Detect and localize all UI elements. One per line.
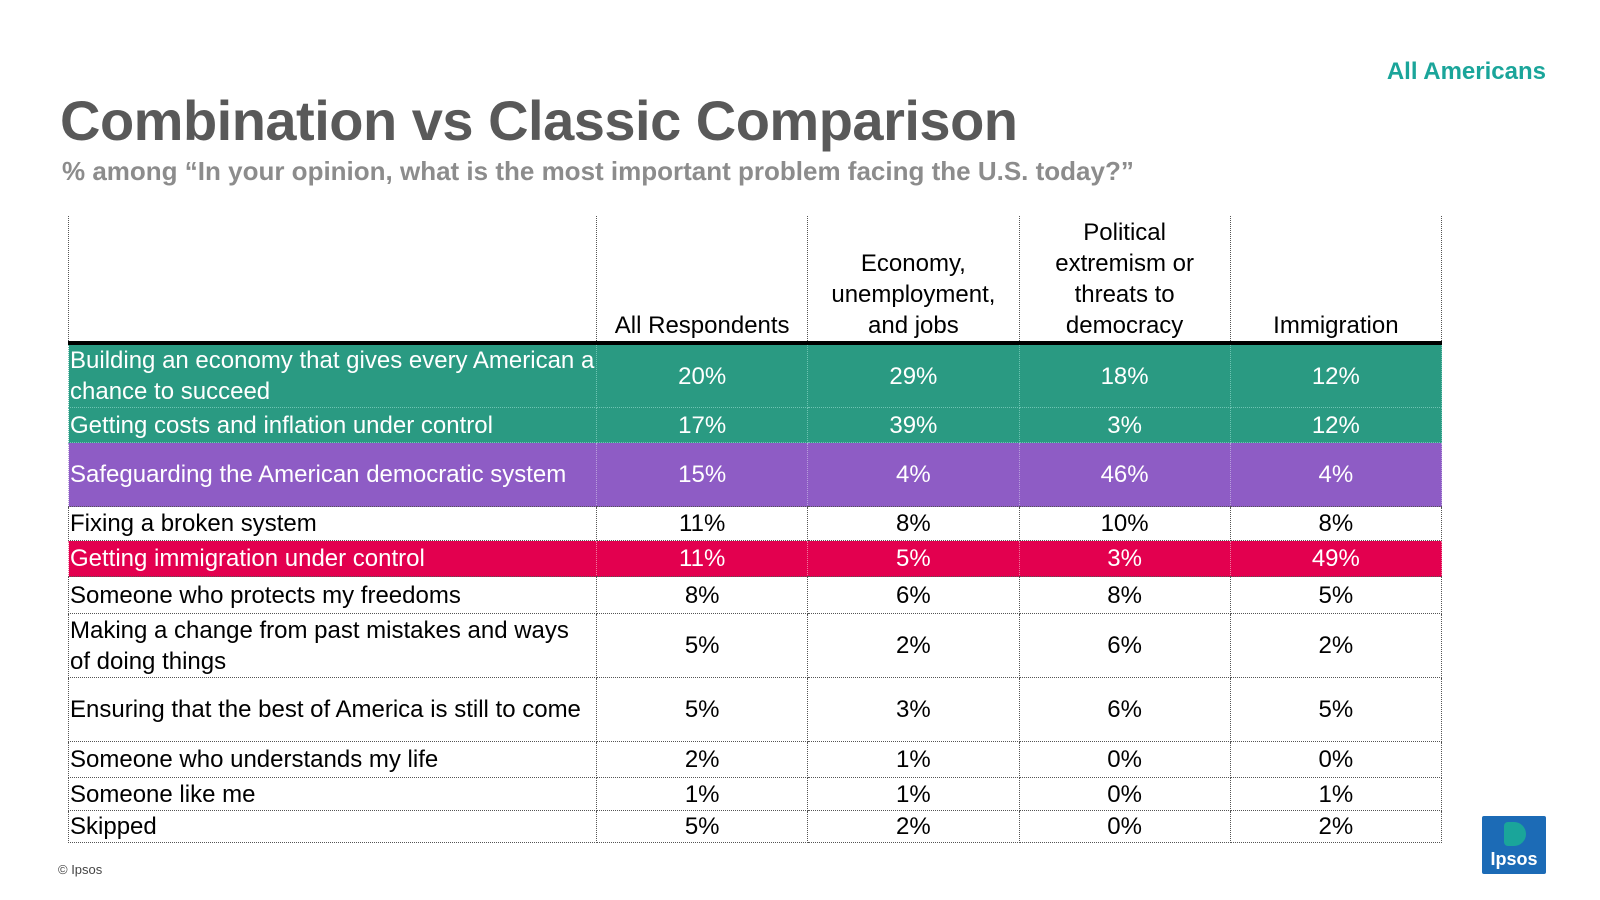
- table-row: Skipped 5% 2% 0% 2%: [67, 810, 1443, 843]
- cell-value: 12%: [1229, 407, 1443, 443]
- cell-value: 2%: [807, 810, 1020, 843]
- cell-value: 8%: [1018, 576, 1231, 614]
- comparison-table: All Respondents Economy, unemployment, a…: [67, 216, 1443, 843]
- logo-mark-icon: [1504, 822, 1526, 846]
- cell-value: 39%: [807, 407, 1020, 443]
- table-row: Someone like me 1% 1% 0% 1%: [67, 777, 1443, 811]
- row-label: Safeguarding the American democratic sys…: [67, 442, 598, 507]
- cell-value: 8%: [807, 506, 1020, 541]
- row-label: Building an economy that gives every Ame…: [67, 343, 598, 408]
- cell-value: 3%: [1018, 540, 1231, 577]
- table-row: Fixing a broken system 11% 8% 10% 8%: [67, 506, 1443, 541]
- column-header-immigration: Immigration: [1229, 216, 1443, 345]
- row-label: Skipped: [67, 810, 598, 843]
- cell-value: 0%: [1018, 777, 1231, 811]
- page-subtitle: % among “In your opinion, what is the mo…: [62, 156, 1134, 186]
- row-label: Ensuring that the best of America is sti…: [67, 677, 598, 742]
- column-header-economy: Economy, unemployment, and jobs: [807, 216, 1020, 345]
- cell-value: 5%: [596, 810, 809, 843]
- column-header-all-respondents: All Respondents: [596, 216, 809, 345]
- row-label: Fixing a broken system: [67, 506, 598, 541]
- cell-value: 2%: [1229, 810, 1443, 843]
- cell-value: 4%: [807, 442, 1020, 507]
- cell-value: 4%: [1229, 442, 1443, 507]
- cell-value: 5%: [596, 677, 809, 742]
- cell-value: 10%: [1018, 506, 1231, 541]
- cell-value: 5%: [807, 540, 1020, 577]
- logo-text: Ipsos: [1490, 849, 1538, 869]
- cell-value: 49%: [1229, 540, 1443, 577]
- cell-value: 11%: [596, 506, 809, 541]
- row-label: Making a change from past mistakes and w…: [67, 613, 598, 678]
- row-label: Someone who protects my freedoms: [67, 576, 598, 614]
- cell-value: 0%: [1018, 810, 1231, 843]
- row-label: Someone like me: [67, 777, 598, 811]
- cell-value: 12%: [1229, 343, 1443, 408]
- column-header-label: [67, 216, 598, 345]
- cell-value: 3%: [807, 677, 1020, 742]
- cell-value: 2%: [596, 741, 809, 778]
- cell-value: 6%: [807, 576, 1020, 614]
- audience-label: All Americans: [1386, 58, 1546, 85]
- table-row: Someone who understands my life 2% 1% 0%…: [67, 741, 1443, 778]
- cell-value: 8%: [596, 576, 809, 614]
- row-label: Getting costs and inflation under contro…: [67, 407, 598, 443]
- cell-value: 20%: [596, 343, 809, 408]
- cell-value: 5%: [1229, 576, 1443, 614]
- cell-value: 5%: [596, 613, 809, 678]
- cell-value: 2%: [1229, 613, 1443, 678]
- page-title: Combination vs Classic Comparison: [60, 89, 1018, 152]
- table-row: Getting immigration under control 11% 5%…: [67, 540, 1443, 577]
- copyright-notice: © Ipsos: [58, 862, 103, 877]
- cell-value: 0%: [1229, 741, 1443, 778]
- table-row: Ensuring that the best of America is sti…: [67, 677, 1443, 742]
- column-header-political-extremism: Political extremism or threats to democr…: [1018, 216, 1231, 345]
- table-row: Getting costs and inflation under contro…: [67, 407, 1443, 443]
- table-row: Making a change from past mistakes and w…: [67, 613, 1443, 678]
- cell-value: 15%: [596, 442, 809, 507]
- cell-value: 2%: [807, 613, 1020, 678]
- ipsos-logo: Ipsos: [1482, 816, 1546, 874]
- cell-value: 17%: [596, 407, 809, 443]
- cell-value: 8%: [1229, 506, 1443, 541]
- cell-value: 1%: [1229, 777, 1443, 811]
- cell-value: 3%: [1018, 407, 1231, 443]
- cell-value: 29%: [807, 343, 1020, 408]
- cell-value: 11%: [596, 540, 809, 577]
- cell-value: 18%: [1018, 343, 1231, 408]
- cell-value: 0%: [1018, 741, 1231, 778]
- table-row: Safeguarding the American democratic sys…: [67, 442, 1443, 507]
- row-label: Someone who understands my life: [67, 741, 598, 778]
- cell-value: 6%: [1018, 677, 1231, 742]
- cell-value: 5%: [1229, 677, 1443, 742]
- cell-value: 1%: [596, 777, 809, 811]
- table-row: Building an economy that gives every Ame…: [67, 343, 1443, 408]
- table-header-row: All Respondents Economy, unemployment, a…: [67, 216, 1443, 345]
- table-row: Someone who protects my freedoms 8% 6% 8…: [67, 576, 1443, 614]
- cell-value: 1%: [807, 741, 1020, 778]
- row-label: Getting immigration under control: [67, 540, 598, 577]
- cell-value: 46%: [1018, 442, 1231, 507]
- cell-value: 6%: [1018, 613, 1231, 678]
- cell-value: 1%: [807, 777, 1020, 811]
